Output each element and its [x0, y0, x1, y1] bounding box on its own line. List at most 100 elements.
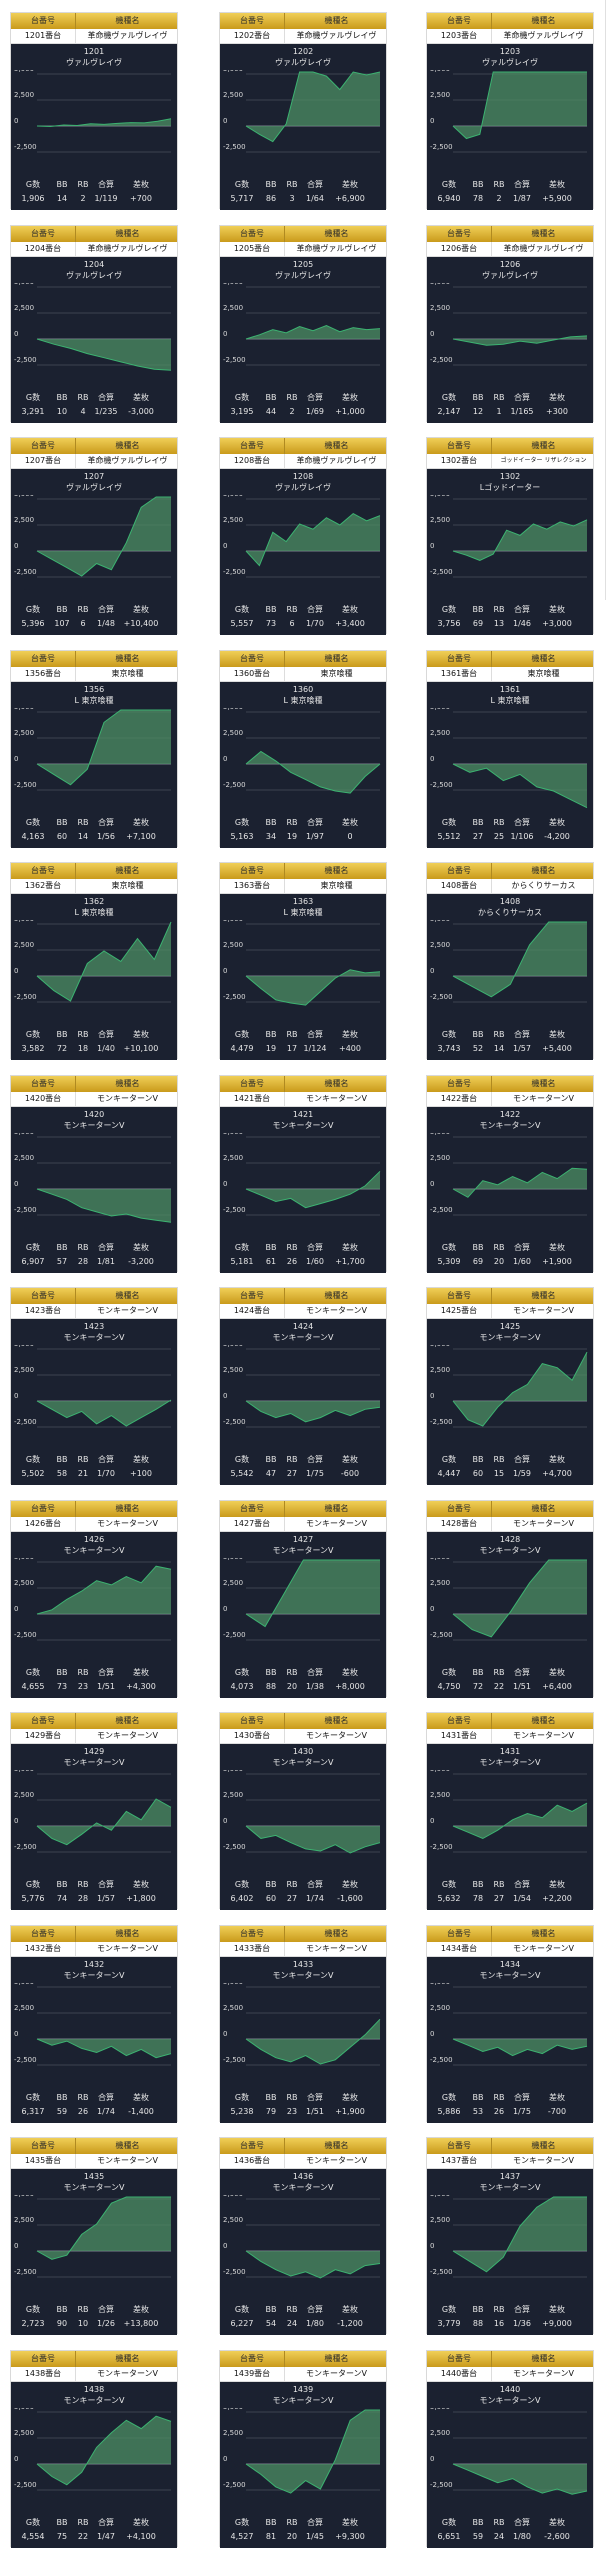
y-tick-label: 5,000 [223, 2195, 243, 2198]
machine-card[interactable]: 台番号 機種名 1362番台 東京喰種 1362 L 東京喰種 5,000 2,5… [10, 862, 179, 1060]
machine-card[interactable]: 台番号 機種名 1434番台 モンキーターンV 1434 モンキーターンV 5,… [426, 1924, 595, 2123]
header-id-label: 台番号 [240, 1928, 264, 1938]
kishu-name[interactable]: モンキーターンV [491, 1304, 595, 1318]
machine-card[interactable]: 台番号 機種名 1205番台 革命機ヴァルヴレイヴ 1205 ヴァルヴレイヴ 5… [219, 224, 388, 423]
machine-card[interactable]: 台番号 機種名 1420番台 モンキーターンV 1420 モンキーターンV 5,… [10, 1074, 179, 1273]
machine-card[interactable]: 台番号 機種名 1430番台 モンキーターンV 1430 モンキーターンV 5,… [219, 1712, 388, 1910]
kishu-name[interactable]: モンキーターンV [284, 2154, 388, 2168]
machine-card[interactable]: 台番号 機種名 1356番台 東京喰種 1356 L 東京喰種 5,000 2,5… [10, 649, 179, 848]
machine-card[interactable]: 台番号 機種名 1428番台 モンキーターンV 1428 モンキーターンV 5,… [426, 1499, 595, 1698]
kishu-name[interactable]: 革命機ヴァルヴレイヴ [284, 454, 388, 468]
kishu-name[interactable]: 革命機ヴァルヴレイヴ [75, 241, 179, 256]
kishu-name[interactable]: 東京喰種 [491, 666, 595, 681]
kishu-name[interactable]: モンキーターンV [491, 1941, 595, 1956]
kishu-name[interactable]: からくりサーカス [491, 879, 595, 893]
machine-card[interactable]: 台番号 機種名 1436番台 モンキーターンV 1436 モンキーターンV 5,… [219, 2137, 388, 2335]
header-id-label: 台番号 [31, 866, 55, 875]
kishu-name[interactable]: モンキーターンV [75, 2154, 179, 2168]
machine-card[interactable]: 台番号 機種名 1427番台 モンキーターンV 1427 モンキーターンV 5,… [219, 1499, 388, 1698]
card-info-row: 1201番台 革命機ヴァルヴレイヴ [11, 29, 177, 44]
stat-label-rb: RB [286, 1667, 298, 1677]
dai-number: 1437番台 [440, 2156, 478, 2165]
machine-card[interactable]: 台番号 機種名 1429番台 モンキーターンV 1429 モンキーターンV 5,… [10, 1712, 179, 1910]
header-id-label: 台番号 [447, 1928, 471, 1938]
kishu-name[interactable]: 革命機ヴァルヴレイヴ [491, 29, 595, 43]
machine-card[interactable]: 台番号 機種名 1206番台 革命機ヴァルヴレイヴ 1206 ヴァルヴレイヴ 5… [426, 224, 595, 423]
card-info-row: 1423番台 モンキーターンV [11, 1304, 177, 1319]
kishu-name[interactable]: モンキーターンV [491, 2366, 595, 2381]
machine-card[interactable]: 台番号 機種名 1425番台 モンキーターンV 1425 モンキーターンV 5,… [426, 1287, 595, 1485]
y-tick-label: -2,500 [430, 781, 453, 789]
series-line [36, 2415, 172, 2485]
machine-card[interactable]: 台番号 機種名 1433番台 モンキーターンV 1433 モンキーターンV 5,… [219, 1924, 388, 2123]
machine-card[interactable]: 台番号 機種名 1424番台 モンキーターンV 1424 モンキーターンV 5,… [219, 1287, 388, 1485]
y-tick-label: -2,500 [14, 568, 37, 576]
stat-value-rb: 6 [289, 619, 295, 628]
machine-card[interactable]: 台番号 機種名 1440番台 モンキーターンV 1440 モンキーターンV 5,… [426, 2349, 595, 2548]
machine-card[interactable]: 台番号 機種名 1360番台 東京喰種 1360 L 東京喰種 5,000 2,5… [219, 649, 388, 848]
kishu-name[interactable]: 革命機ヴァルヴレイヴ [75, 454, 179, 468]
machine-card[interactable]: 台番号 機種名 1422番台 モンキーターンV 1422 モンキーターンV 5,… [426, 1074, 595, 1273]
stat-value-diff: +1,900 [335, 2106, 365, 2116]
y-tick-label: -2,500 [14, 993, 37, 1001]
kishu-name[interactable]: モンキーターンV [491, 1729, 595, 1743]
machine-card[interactable]: 台番号 機種名 1437番台 モンキーターンV 1437 モンキーターンV 5,… [426, 2137, 595, 2335]
kishu-name[interactable]: モンキーターンV [284, 1304, 388, 1318]
series-line [36, 1399, 172, 1427]
kishu-name[interactable]: 東京喰種 [75, 666, 179, 681]
machine-card[interactable]: 台番号 機種名 1204番台 革命機ヴァルヴレイヴ 1204 ヴァルヴレイヴ 5… [10, 224, 179, 423]
kishu-name[interactable]: モンキーターンV [491, 2154, 595, 2168]
diff-chart: 5,000 2,500 0 -2,500 [223, 1770, 381, 1854]
stat-label-rate: 合算 [98, 1455, 114, 1464]
kishu-name[interactable]: 革命機ヴァルヴレイヴ [75, 29, 179, 43]
machine-card[interactable]: 台番号 機種名 1421番台 モンキーターンV 1421 モンキーターンV 5,… [219, 1074, 388, 1273]
kishu-name[interactable]: モンキーターンV [75, 1941, 179, 1956]
machine-card[interactable]: 台番号 機種名 1432番台 モンキーターンV 1432 モンキーターンV 5,… [10, 1924, 179, 2123]
kishu-name[interactable]: モンキーターンV [491, 1516, 595, 1531]
stats-labels: G数 BB RB 合算 差枚 [11, 2305, 177, 2315]
diff-chart: 5,000 2,500 0 -2,500 [223, 495, 381, 578]
kishu-name[interactable]: 革命機ヴァルヴレイヴ [284, 29, 388, 43]
machine-card[interactable]: 台番号 機種名 1203番台 革命機ヴァルヴレイヴ 1203 ヴァルヴレイヴ 5… [426, 12, 595, 210]
machine-card[interactable]: 台番号 機種名 1435番台 モンキーターンV 1435 モンキーターンV 5,… [10, 2137, 179, 2335]
dai-number: 1422番台 [440, 1093, 478, 1103]
card-header: 台番号 機種名 [11, 863, 177, 879]
kishu-name[interactable]: モンキーターンV [75, 1516, 179, 1531]
machine-card[interactable]: 台番号 機種名 1431番台 モンキーターンV 1431 モンキーターンV 5,… [426, 1712, 595, 1910]
header-id-label: 台番号 [31, 16, 55, 25]
stat-value-rb: 22 [77, 2531, 89, 2541]
stat-value-g: 4,447 [437, 1469, 461, 1478]
stat-label-diff: 差枚 [133, 392, 149, 402]
machine-card[interactable]: 台番号 機種名 1202番台 革命機ヴァルヴレイヴ 1202 ヴァルヴレイヴ 5… [219, 12, 388, 210]
kishu-name[interactable]: モンキーターンV [284, 2366, 388, 2381]
stat-value-rate: 1/81 [97, 1256, 115, 1266]
kishu-name[interactable]: 東京喰種 [284, 666, 388, 681]
machine-card[interactable]: 台番号 機種名 1408番台 からくりサーカス 1408 からくりサーカス 5,… [426, 862, 595, 1060]
kishu-name[interactable]: モンキーターンV [75, 1729, 179, 1743]
kishu-name[interactable]: 革命機ヴァルヴレイヴ [284, 241, 388, 256]
kishu-name[interactable]: モンキーターンV [75, 2366, 179, 2381]
machine-card[interactable]: 台番号 機種名 1208番台 革命機ヴァルヴレイヴ 1208 ヴァルヴレイヴ 5… [219, 437, 388, 635]
graph-machine-name: モンキーターンV [63, 1970, 125, 1980]
kishu-name[interactable]: ゴッドイーター リザレクション [491, 454, 595, 468]
machine-card[interactable]: 台番号 機種名 1423番台 モンキーターンV 1423 モンキーターンV 5,… [10, 1287, 178, 1485]
graph-panel: 1426 モンキーターンV 5,000 2,500 0 -2,500 G数 BB RB 合算 差… [11, 1531, 177, 1698]
kishu-name[interactable]: 革命機ヴァルヴレイヴ [491, 241, 595, 256]
kishu-name[interactable]: モンキーターンV [75, 1304, 179, 1318]
machine-card[interactable]: 台番号 機種名 1438番台 モンキーターンV 1438 モンキーターンV 5,… [10, 2349, 179, 2548]
kishu-name[interactable]: モンキーターンV [284, 1729, 388, 1743]
kishu-name[interactable]: モンキーターンV [75, 1091, 179, 1106]
machine-card[interactable]: 台番号 機種名 1207番台 革命機ヴァルヴレイヴ 1207 ヴァルヴレイヴ 5… [10, 437, 179, 635]
kishu-name[interactable]: モンキーターンV [284, 1941, 388, 1956]
kishu-name[interactable]: 東京喰種 [284, 879, 388, 893]
kishu-name[interactable]: モンキーターンV [284, 1091, 388, 1106]
kishu-name[interactable]: モンキーターンV [491, 1091, 595, 1106]
machine-card[interactable]: 台番号 機種名 1426番台 モンキーターンV 1426 モンキーターンV 5,… [10, 1499, 179, 1698]
kishu-name[interactable]: モンキーターンV [284, 1516, 388, 1531]
kishu-name[interactable]: 東京喰種 [75, 879, 179, 893]
machine-card[interactable]: 台番号 機種名 1201番台 革命機ヴァルヴレイヴ 1201 ヴァルヴレイヴ 5… [10, 12, 178, 210]
machine-card[interactable]: 台番号 機種名 1363番台 東京喰種 1363 L 東京喰種 5,000 2,5… [219, 862, 388, 1060]
machine-card[interactable]: 台番号 機種名 1439番台 モンキーターンV 1439 モンキーターンV 5,… [219, 2349, 388, 2548]
machine-card[interactable]: 台番号 機種名 1361番台 東京喰種 1361 L 東京喰種 5,000 2,5… [426, 649, 595, 848]
machine-card[interactable]: 台番号 機種名 1302番台 ゴッドイーター リザレクション 1302 Lゴッド… [426, 437, 595, 635]
